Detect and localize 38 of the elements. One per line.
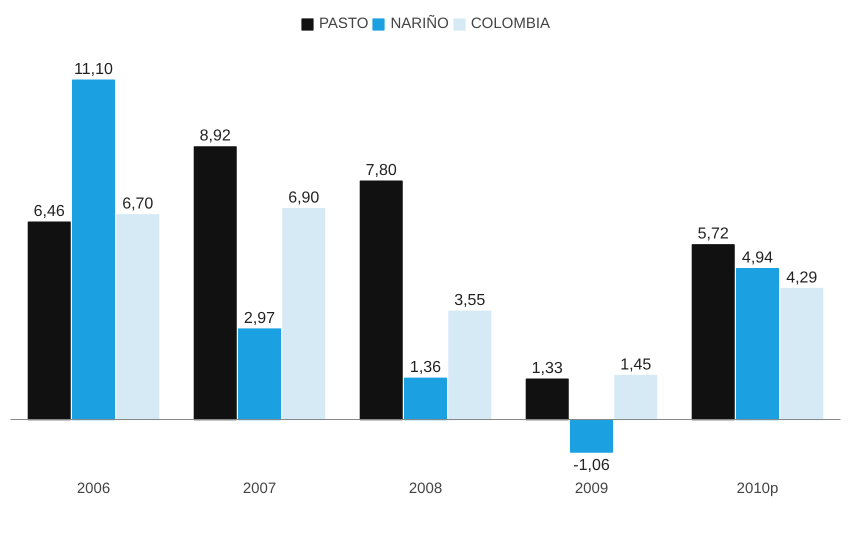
data-label: 3,55 xyxy=(454,292,486,310)
legend-label: COLOMBIA xyxy=(470,15,550,32)
data-label: 2,97 xyxy=(244,310,276,327)
data-label: 4,29 xyxy=(786,269,818,286)
data-label: 1,45 xyxy=(620,356,652,374)
data-label: 11,10 xyxy=(74,60,114,78)
data-label: 5,72 xyxy=(698,226,729,243)
bar xyxy=(736,268,780,420)
bar xyxy=(526,378,569,420)
data-label: 1,33 xyxy=(532,360,563,378)
data-label: 7,80 xyxy=(366,162,397,179)
bar xyxy=(692,244,735,420)
bar xyxy=(360,180,403,420)
data-label: 6,90 xyxy=(288,190,320,207)
x-tick-label: 2008 xyxy=(408,480,442,497)
data-label: 4,94 xyxy=(742,250,774,267)
bar xyxy=(780,288,824,420)
bar xyxy=(282,208,326,420)
bar xyxy=(116,214,160,420)
data-label: 6,70 xyxy=(122,196,154,213)
x-tick-label: 2009 xyxy=(574,480,608,497)
bar xyxy=(404,378,448,420)
x-tick-label: 2007 xyxy=(242,480,276,497)
bar xyxy=(238,328,282,420)
bar xyxy=(570,419,614,453)
x-tick-label: 2006 xyxy=(76,480,110,497)
bar xyxy=(448,310,492,420)
data-label: 8,92 xyxy=(200,128,231,145)
data-label: 6,46 xyxy=(34,203,65,220)
bar xyxy=(28,222,71,420)
data-label: -1,06 xyxy=(573,457,610,474)
bar xyxy=(72,79,116,420)
legend-label: PASTO xyxy=(319,15,368,32)
data-label: 1,36 xyxy=(410,359,442,376)
x-tick-label: 2010p xyxy=(736,480,778,497)
legend-label: NARIÑO xyxy=(390,15,449,32)
bar xyxy=(194,146,237,420)
bar xyxy=(614,374,658,420)
